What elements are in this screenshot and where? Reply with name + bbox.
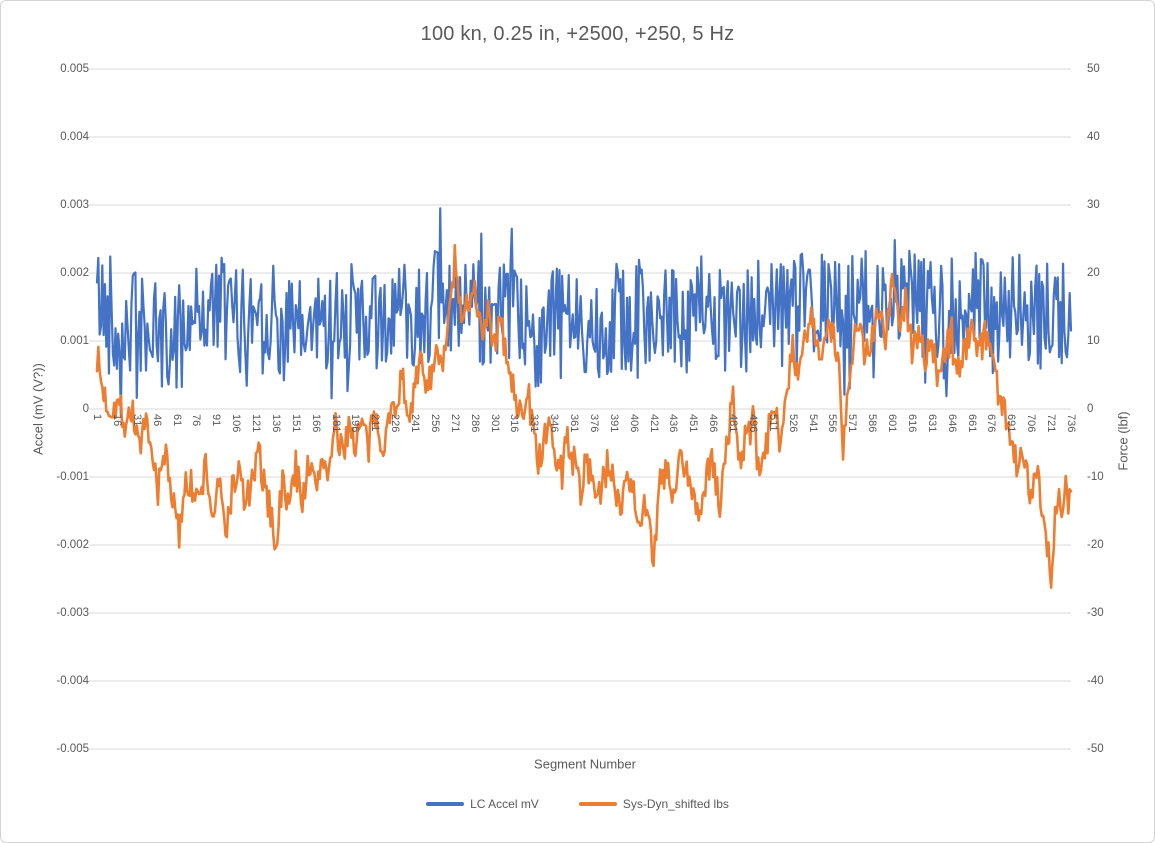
x-axis-tick-label: 16 <box>110 414 123 427</box>
x-axis-tick-label: 481 <box>727 414 740 433</box>
series-line-lc-accel-mv <box>95 207 1073 416</box>
right-axis-tick-label: -10 <box>1087 471 1104 483</box>
right-axis-tick-label: 0 <box>1087 403 1094 415</box>
left-axis-tick-label: -0.002 <box>56 539 89 551</box>
series-lines <box>95 207 1073 589</box>
x-axis-tick-label: 166 <box>309 414 322 433</box>
x-axis-tick-label: 331 <box>528 414 541 433</box>
x-axis-tick-label: 316 <box>508 414 521 433</box>
x-axis-tick-label: 526 <box>786 414 799 433</box>
x-axis-tick-label: 406 <box>627 414 640 433</box>
legend-line-swatch <box>578 802 617 806</box>
legend-entry: LC Accel mV <box>426 797 539 811</box>
right-axis-tick-label: -40 <box>1087 675 1104 687</box>
x-axis-tick-label: 271 <box>448 414 461 433</box>
x-axis-tick-label: 571 <box>846 414 859 433</box>
x-axis-tick-label: 691 <box>1005 414 1018 433</box>
x-axis-tick-label: 556 <box>826 414 839 433</box>
x-axis-tick-label: 121 <box>250 414 263 433</box>
x-axis-tick-label: 421 <box>647 414 660 433</box>
right-axis-tick-label: -50 <box>1087 743 1104 755</box>
x-axis-tick-label: 61 <box>170 414 183 427</box>
left-axis-title: Accel (mV (V?)) <box>30 363 46 455</box>
left-axis-tick-label: -0.003 <box>56 607 89 619</box>
legend: LC Accel mV Sys-Dyn_shifted lbs <box>1 797 1154 811</box>
x-axis-tick-label: 346 <box>548 414 561 433</box>
right-axis-tick-label: 40 <box>1087 131 1100 143</box>
left-axis-tick-label: 0.002 <box>60 267 89 279</box>
x-axis-tick-label: 106 <box>230 414 243 433</box>
left-axis-tick-label: -0.001 <box>56 471 89 483</box>
left-axis-tick-label: -0.005 <box>56 743 89 755</box>
right-axis-tick-label: 30 <box>1087 199 1100 211</box>
x-axis-tick-label: 736 <box>1065 414 1077 433</box>
x-axis-tick-label: 196 <box>349 414 362 433</box>
x-axis-tick-label: 31 <box>130 414 143 427</box>
x-axis-tick-label: 496 <box>746 414 759 433</box>
right-axis-title: Force (lbf) <box>1115 411 1131 471</box>
x-axis-tick-label: 436 <box>667 414 680 433</box>
x-axis-tick-label: 541 <box>806 414 819 433</box>
x-axis-tick-label: 466 <box>707 414 720 433</box>
x-axis-tick-label: 511 <box>766 414 779 432</box>
right-axis-tick-label: 50 <box>1087 63 1100 75</box>
x-axis-tick-label: 631 <box>925 414 938 433</box>
x-axis-tick-label: 616 <box>905 414 918 433</box>
x-axis-tick-label: 151 <box>289 414 302 433</box>
x-axis-tick-label: 1 <box>91 414 103 421</box>
x-axis-title: Segment Number <box>534 756 636 772</box>
x-axis-tick-label: 391 <box>607 414 620 433</box>
legend-entry: Sys-Dyn_shifted lbs <box>578 797 729 811</box>
x-axis-tick-label: 46 <box>150 414 163 427</box>
x-axis-tick-label: 451 <box>687 414 700 433</box>
x-axis-tick-label: 241 <box>409 414 422 433</box>
x-axis-tick-label: 676 <box>985 414 998 433</box>
series-line-sys-dyn-shifted-lbs <box>95 243 1073 589</box>
x-axis-tick-label: 706 <box>1025 414 1038 433</box>
x-axis-tick-label: 646 <box>945 414 958 433</box>
legend-label: Sys-Dyn_shifted lbs <box>622 797 729 811</box>
right-axis-tick-label: 20 <box>1087 267 1100 279</box>
right-axis-tick-label: 10 <box>1087 335 1100 347</box>
x-axis-tick-label: 361 <box>568 414 581 433</box>
left-axis-tick-label: 0.005 <box>60 63 89 75</box>
x-axis-tick-label: 136 <box>269 414 282 433</box>
left-axis-tick-label: 0.004 <box>60 131 89 143</box>
x-axis-tick-label: 586 <box>866 414 879 433</box>
left-axis-tick-label: 0.001 <box>60 335 89 347</box>
x-axis-tick-label: 376 <box>587 414 600 433</box>
x-axis-tick-label: 256 <box>428 414 441 433</box>
legend-line-swatch <box>426 802 465 806</box>
x-axis-tick-label: 91 <box>210 414 223 427</box>
left-axis-tick-label: 0.003 <box>60 199 89 211</box>
left-axis-tick-label: 0 <box>82 403 89 415</box>
x-axis-tick-label: 76 <box>190 414 203 427</box>
left-axis-tick-label: -0.004 <box>56 675 89 687</box>
chart-title: 100 kn, 0.25 in, +2500, +250, 5 Hz <box>420 23 735 45</box>
x-axis-tick-label: 226 <box>389 414 402 433</box>
x-axis-tick-label: 601 <box>886 414 899 433</box>
right-axis-tick-label: -20 <box>1087 539 1104 551</box>
right-axis-tick-label: -30 <box>1087 607 1104 619</box>
gridlines <box>89 68 1071 750</box>
x-axis-tick-label: 721 <box>1045 414 1058 433</box>
x-axis-tick-label: 286 <box>468 414 481 433</box>
x-axis-tick-label: 181 <box>329 414 342 433</box>
x-axis-tick-label: 211 <box>369 414 382 432</box>
legend-label: LC Accel mV <box>470 797 539 811</box>
x-axis-tick-label: 301 <box>488 414 501 433</box>
x-axis-tick-label: 661 <box>965 414 978 433</box>
